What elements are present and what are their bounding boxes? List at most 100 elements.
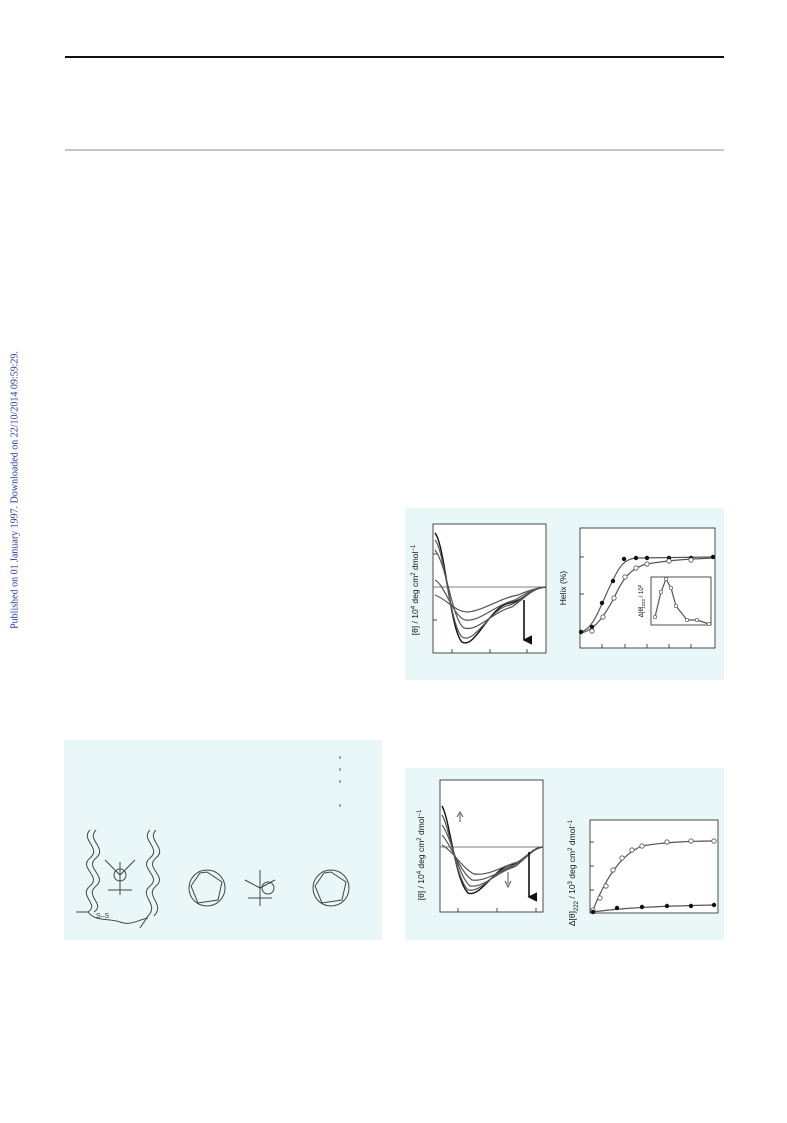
cd-curves <box>434 532 547 644</box>
point <box>688 903 694 909</box>
point <box>673 603 679 609</box>
point <box>710 554 716 560</box>
point <box>610 867 616 873</box>
shape: deg cm <box>416 841 426 871</box>
shape: dmol <box>567 827 577 848</box>
point <box>113 868 127 882</box>
point <box>619 855 625 861</box>
point <box>639 843 645 849</box>
point <box>622 574 628 580</box>
shape <box>190 871 223 904</box>
shape: 222 <box>574 900 580 911</box>
filled-points <box>590 902 717 915</box>
shape: 222 <box>641 599 646 607</box>
point <box>629 847 635 853</box>
point <box>688 838 694 844</box>
shape: 4 <box>417 870 423 874</box>
point <box>639 904 645 910</box>
point <box>652 614 658 620</box>
shape: 4 <box>411 605 417 609</box>
point <box>610 578 616 584</box>
shape: / 10 <box>639 587 645 599</box>
y-axis-label: [θ] / 104 deg cm2 dmol−1 <box>416 809 426 900</box>
point <box>644 555 650 561</box>
shape <box>434 579 547 621</box>
shape: 2 <box>417 837 423 841</box>
point <box>664 839 670 845</box>
point <box>664 903 670 909</box>
point <box>666 558 672 564</box>
open-points <box>589 557 694 634</box>
shape <box>139 829 155 929</box>
figure-1: [θ] / 104 deg cm2 dmol−1 Helix (%) Δ[θ]2… <box>405 508 724 680</box>
shape: 3 <box>568 880 574 884</box>
point <box>621 556 627 562</box>
shape: / 10 <box>567 884 577 901</box>
shape: −1 <box>411 544 417 552</box>
shape <box>441 844 544 875</box>
point <box>694 617 700 623</box>
shape: dmol <box>416 816 426 837</box>
point <box>684 617 690 623</box>
point <box>668 585 674 591</box>
shape: 3 <box>637 584 642 587</box>
figure-3: [θ] / 104 deg cm2 dmol−1 Δ[θ]222 / 103 d… <box>405 768 724 940</box>
figure-panel <box>64 740 382 940</box>
shape: 2 <box>411 572 417 576</box>
shape <box>151 829 161 917</box>
shape <box>104 859 136 895</box>
point <box>658 589 664 595</box>
y-axis-label: Helix (%) <box>558 571 568 606</box>
plot-frame <box>589 819 719 914</box>
point <box>312 869 350 907</box>
inset-points <box>652 576 712 627</box>
plot-frame <box>439 779 544 913</box>
arrow-up <box>456 811 464 822</box>
shape <box>91 829 101 913</box>
helix-ribbons <box>76 829 161 929</box>
figure-2: S–S <box>64 740 382 940</box>
shape: 2 <box>568 847 574 851</box>
point <box>611 595 617 601</box>
shape: −1 <box>417 809 423 817</box>
point <box>644 561 650 567</box>
shape: deg cm <box>410 576 420 606</box>
fit-curve <box>580 557 714 634</box>
shape: [θ] / 10 <box>416 874 426 900</box>
shape: deg cm <box>567 851 577 881</box>
point <box>599 600 605 606</box>
shape: −1 <box>568 819 574 827</box>
shape <box>76 829 95 913</box>
open-points <box>590 838 717 913</box>
point <box>663 576 669 582</box>
inset-frame <box>650 576 712 626</box>
point <box>633 555 639 561</box>
shape: Δ[θ] <box>639 606 645 617</box>
plot-frame <box>432 523 547 654</box>
point <box>589 624 595 630</box>
point <box>706 621 712 627</box>
point <box>688 557 694 563</box>
tick-marks <box>457 908 537 912</box>
shape: dmol <box>410 551 420 572</box>
point <box>578 629 584 635</box>
point <box>188 869 226 907</box>
shape <box>434 549 547 630</box>
shape: Δ[θ] <box>567 911 577 926</box>
shape <box>314 871 347 904</box>
shape <box>87 911 149 924</box>
point <box>633 565 639 571</box>
point <box>261 881 275 895</box>
bond-label: S–S <box>96 913 110 920</box>
point <box>589 628 595 634</box>
point <box>603 883 609 889</box>
side-note: Published on 01 January 1997. Downloaded… <box>9 351 20 629</box>
point <box>711 902 717 908</box>
shape <box>434 586 547 613</box>
tick-marks <box>590 841 594 891</box>
point <box>614 905 620 911</box>
point <box>597 895 603 901</box>
y-axis-label: [θ] / 104 deg cm2 dmol−1 <box>410 544 420 635</box>
